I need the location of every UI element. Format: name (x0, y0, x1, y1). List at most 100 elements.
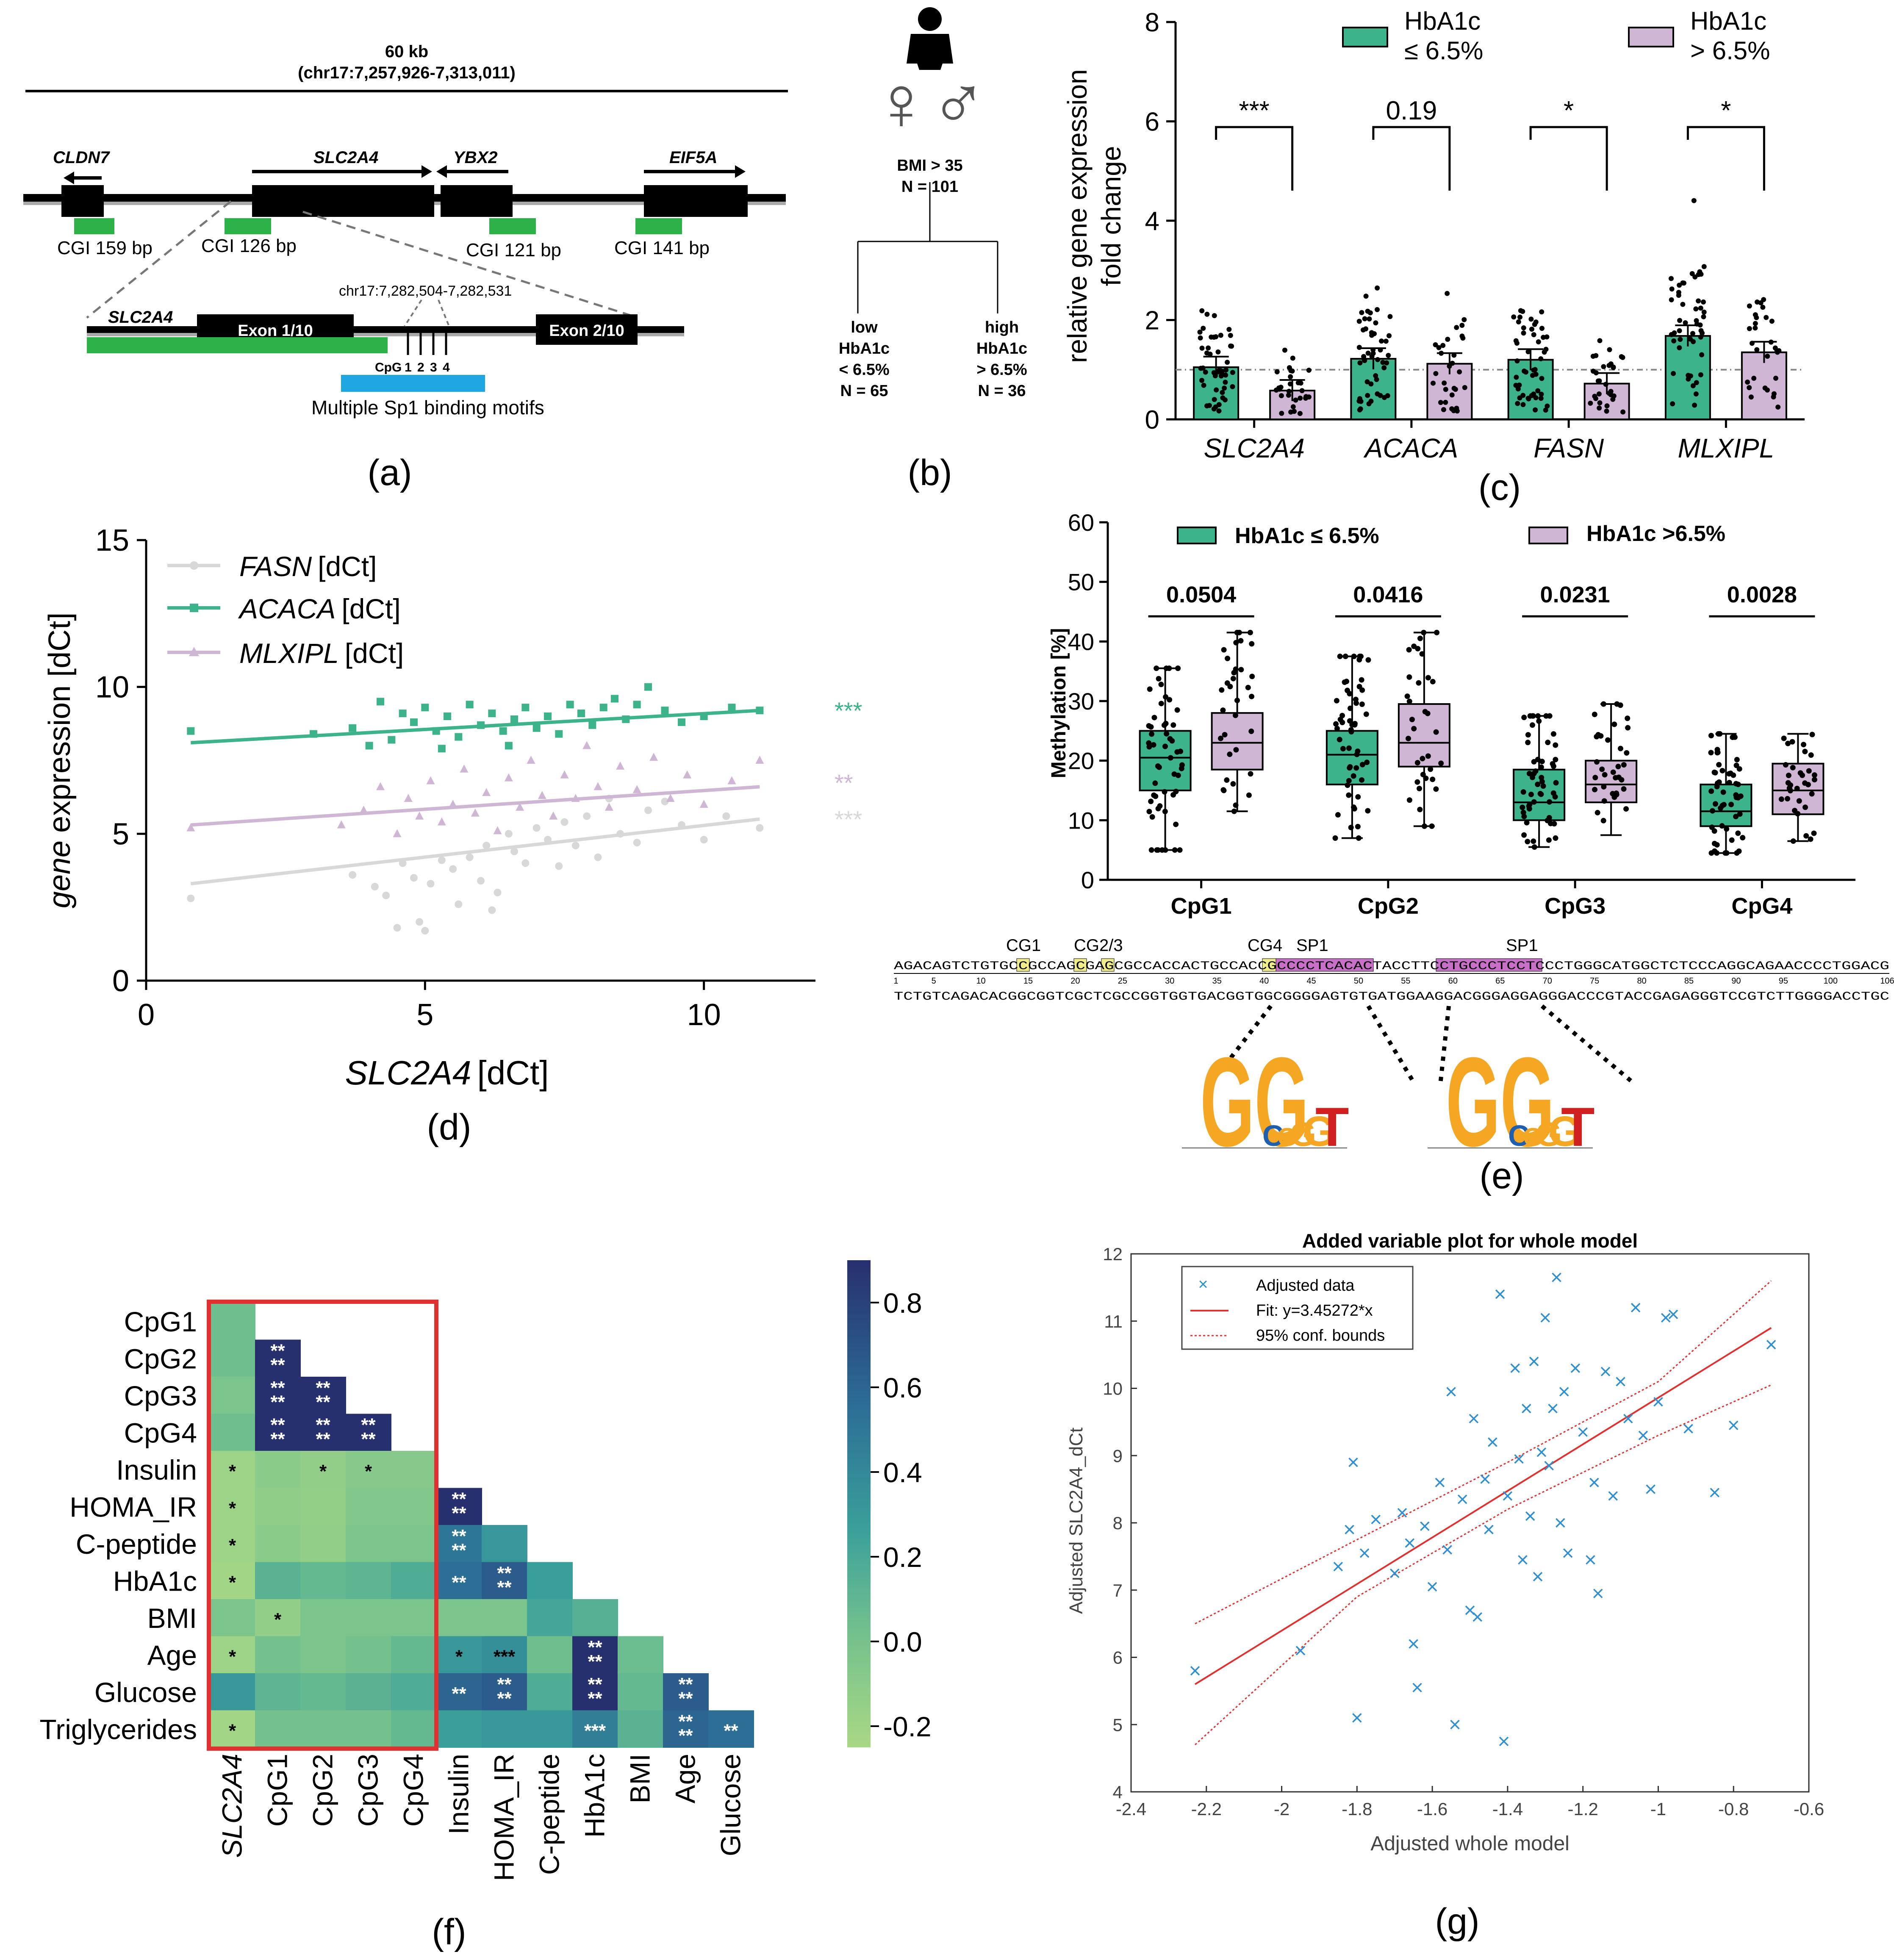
data-point (1249, 641, 1255, 647)
significance-bracket (1372, 126, 1451, 191)
y-tick-label: 0 (1145, 405, 1159, 435)
data-point (399, 710, 407, 718)
data-point (1234, 629, 1240, 635)
data-point (633, 701, 641, 709)
data-point (349, 871, 357, 879)
data-point (1170, 792, 1176, 798)
data-point (1538, 764, 1544, 770)
data-point (1758, 300, 1764, 305)
data-point (1594, 734, 1600, 740)
data-point (371, 883, 379, 891)
data-point (1693, 306, 1699, 312)
data-point (1230, 676, 1236, 682)
data-point (1198, 366, 1204, 371)
data-point (1532, 322, 1537, 327)
gene-block-cldn7 (61, 185, 104, 217)
data-point (1278, 393, 1284, 399)
heatmap-cell (572, 1710, 618, 1748)
heatmap-cell (300, 1451, 346, 1489)
data-point (538, 791, 546, 799)
data-point (1613, 775, 1619, 781)
data-point (594, 853, 602, 861)
data-point (756, 824, 764, 832)
data-point (1525, 839, 1531, 845)
x-tick-label: -1 (1650, 1799, 1666, 1819)
cgi-block (225, 218, 271, 234)
data-point (1222, 732, 1228, 737)
data-point (1769, 319, 1775, 324)
data-point (1435, 1478, 1445, 1487)
gene-block-ybx2 (441, 185, 513, 217)
data-point (1218, 333, 1223, 338)
data-point (1735, 795, 1741, 801)
data-point (1352, 1713, 1362, 1723)
data-point (1222, 385, 1227, 391)
data-point (1359, 310, 1364, 315)
significance-star: ** (678, 1711, 693, 1732)
data-point (1355, 823, 1361, 829)
data-point (1535, 388, 1541, 394)
data-point (1450, 360, 1455, 366)
row-label: Age (147, 1639, 197, 1671)
data-point (1373, 373, 1378, 378)
data-point (415, 811, 424, 820)
col-label: CpG2 (307, 1754, 338, 1827)
significance-label: *** (1239, 96, 1269, 125)
data-point (477, 877, 485, 885)
legend-swatch-high (1528, 527, 1568, 544)
data-point (1228, 333, 1233, 338)
gene-block-eif5a (644, 185, 748, 217)
data-point (566, 701, 574, 709)
cgi-block (489, 218, 536, 234)
data-point (1286, 392, 1291, 398)
x-tick-label: -1.4 (1492, 1799, 1523, 1819)
cgi-block (635, 218, 682, 234)
significance-star: ** (678, 1674, 693, 1695)
heatmap-cell (436, 1636, 482, 1674)
legend-c-label: HbA1c (1404, 7, 1481, 35)
data-point (1358, 406, 1363, 412)
legend-label: MLXIPL [dCt] (239, 638, 404, 669)
data-point (1213, 334, 1219, 340)
data-point (1334, 726, 1340, 732)
data-point (1427, 1582, 1437, 1592)
data-point (1438, 760, 1444, 766)
data-point (1170, 722, 1176, 728)
heatmap-cell (346, 1488, 391, 1525)
data-point (1340, 746, 1346, 751)
data-point (1528, 791, 1534, 797)
significance-star: * (229, 1461, 236, 1482)
chart-d-ylabel-italic: gene (43, 840, 77, 908)
x-tick-label: -0.8 (1718, 1799, 1749, 1819)
data-point (1298, 380, 1303, 385)
data-point (1691, 339, 1696, 344)
data-point (1553, 742, 1558, 748)
data-point (1692, 402, 1697, 408)
data-point (1288, 374, 1293, 380)
data-point (1669, 297, 1674, 302)
data-point (1225, 360, 1230, 365)
data-point (1749, 341, 1755, 346)
data-point (555, 730, 563, 738)
data-point (1406, 647, 1412, 653)
hl-cg2 (1073, 958, 1087, 972)
data-point (1514, 1454, 1524, 1464)
ruler-label: 20 (1070, 976, 1080, 986)
col-label: CpG1 (262, 1754, 293, 1827)
heatmap-cell (210, 1710, 255, 1748)
heatmap-cell (210, 1525, 255, 1563)
data-point (560, 770, 569, 779)
data-point (1454, 405, 1459, 411)
data-point (1445, 291, 1450, 296)
ruler-label: 85 (1684, 976, 1694, 986)
data-point (1158, 682, 1164, 688)
legend-e-label: HbA1c >6.5% (1586, 521, 1725, 546)
data-point (1698, 328, 1704, 333)
data-point (1714, 850, 1720, 856)
data-point (1333, 721, 1339, 727)
data-point (1404, 693, 1410, 699)
heatmap-cell (255, 1636, 301, 1674)
data-point (632, 785, 641, 793)
significance-star: ** (452, 1503, 466, 1524)
heatmap-cell (255, 1339, 301, 1377)
